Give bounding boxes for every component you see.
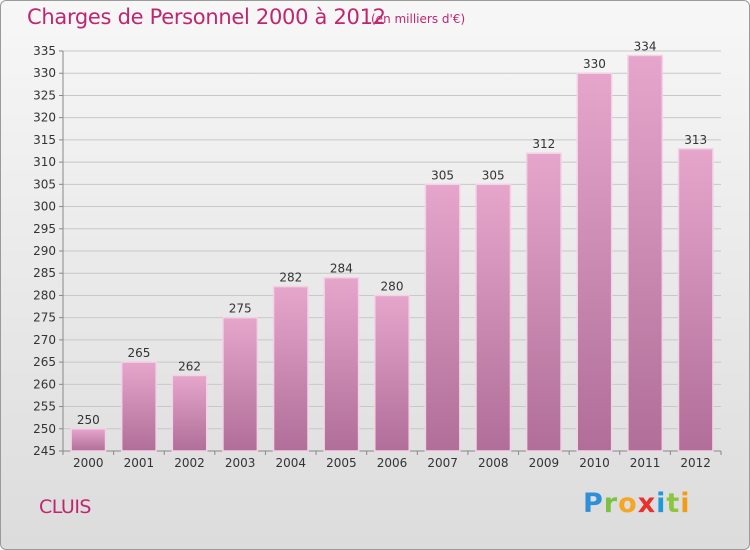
chart-title: Charges de Personnel 2000 à 2012	[27, 5, 386, 29]
bar-2003	[222, 316, 259, 452]
data-labels: 250 265 262 275 282 284 280 305 305 312 330 334 313	[77, 39, 707, 426]
data-label: 312	[532, 137, 555, 151]
y-tick-label: 320	[33, 111, 56, 125]
x-tick-label: 2008	[478, 456, 509, 470]
y-tick-label: 295	[33, 222, 56, 236]
y-tick-label: 245	[33, 444, 56, 458]
bar-2008	[475, 183, 512, 452]
y-tick-label: 275	[33, 311, 56, 325]
bar-2011	[627, 54, 664, 452]
x-tick-label: 2001	[124, 456, 155, 470]
y-tick-label: 300	[33, 200, 56, 214]
x-tick-label: 2010	[579, 456, 610, 470]
data-label: 305	[482, 168, 505, 182]
bar-2004	[272, 285, 309, 452]
x-tick-label: 2002	[174, 456, 205, 470]
y-tick-label: 315	[33, 133, 56, 147]
y-tick-label: 285	[33, 266, 56, 280]
data-label: 305	[431, 168, 454, 182]
bar-2002	[171, 374, 208, 452]
bars	[70, 54, 714, 452]
bar-2007	[424, 183, 461, 452]
data-label: 280	[381, 279, 404, 293]
y-tick-label: 325	[33, 88, 56, 102]
data-label: 282	[279, 271, 302, 285]
city-name: CLUIS	[39, 496, 91, 518]
chart-subtitle: (en milliers d'€)	[371, 12, 466, 26]
data-label: 265	[127, 346, 150, 360]
y-tick-label: 260	[33, 377, 56, 391]
x-tick-label: 2009	[529, 456, 560, 470]
y-tick-label: 265	[33, 355, 56, 369]
data-label: 313	[684, 133, 707, 147]
y-tick-label: 330	[33, 66, 56, 80]
data-label: 334	[634, 39, 657, 53]
y-tick-label: 310	[33, 155, 56, 169]
x-tick-label: 2003	[225, 456, 256, 470]
y-tick-label: 250	[33, 422, 56, 436]
data-label: 275	[229, 302, 252, 316]
data-label: 284	[330, 262, 353, 276]
bar-2006	[374, 294, 410, 452]
x-tick-label: 2000	[73, 456, 104, 470]
y-tick-label: 280	[33, 288, 56, 302]
x-tick-label: 2004	[275, 456, 306, 470]
bar-2010	[576, 72, 613, 452]
x-tick-label: 2006	[377, 456, 408, 470]
y-tick-label: 335	[33, 44, 56, 58]
axes: 245 250 255 260 265 270 275 280 285 290 295 300 305 3…	[33, 44, 722, 470]
bar-2005	[323, 276, 360, 452]
y-tick-label: 255	[33, 400, 56, 414]
x-tick-label: 2007	[427, 456, 458, 470]
x-tick-label: 2012	[680, 456, 711, 470]
data-label: 330	[583, 57, 606, 71]
data-label: 250	[77, 413, 100, 427]
bar-2012	[677, 148, 714, 452]
y-tick-label: 290	[33, 244, 56, 258]
y-tick-label: 305	[33, 177, 56, 191]
bar-2000	[70, 428, 107, 452]
data-label: 262	[178, 359, 201, 373]
bar-2001	[120, 361, 157, 452]
x-tick-label: 2005	[326, 456, 357, 470]
x-tick-label: 2011	[630, 456, 661, 470]
bar-2009	[525, 152, 562, 452]
y-tick-label: 270	[33, 333, 56, 347]
proxiti-logo[interactable]: Proxiti	[583, 488, 691, 519]
